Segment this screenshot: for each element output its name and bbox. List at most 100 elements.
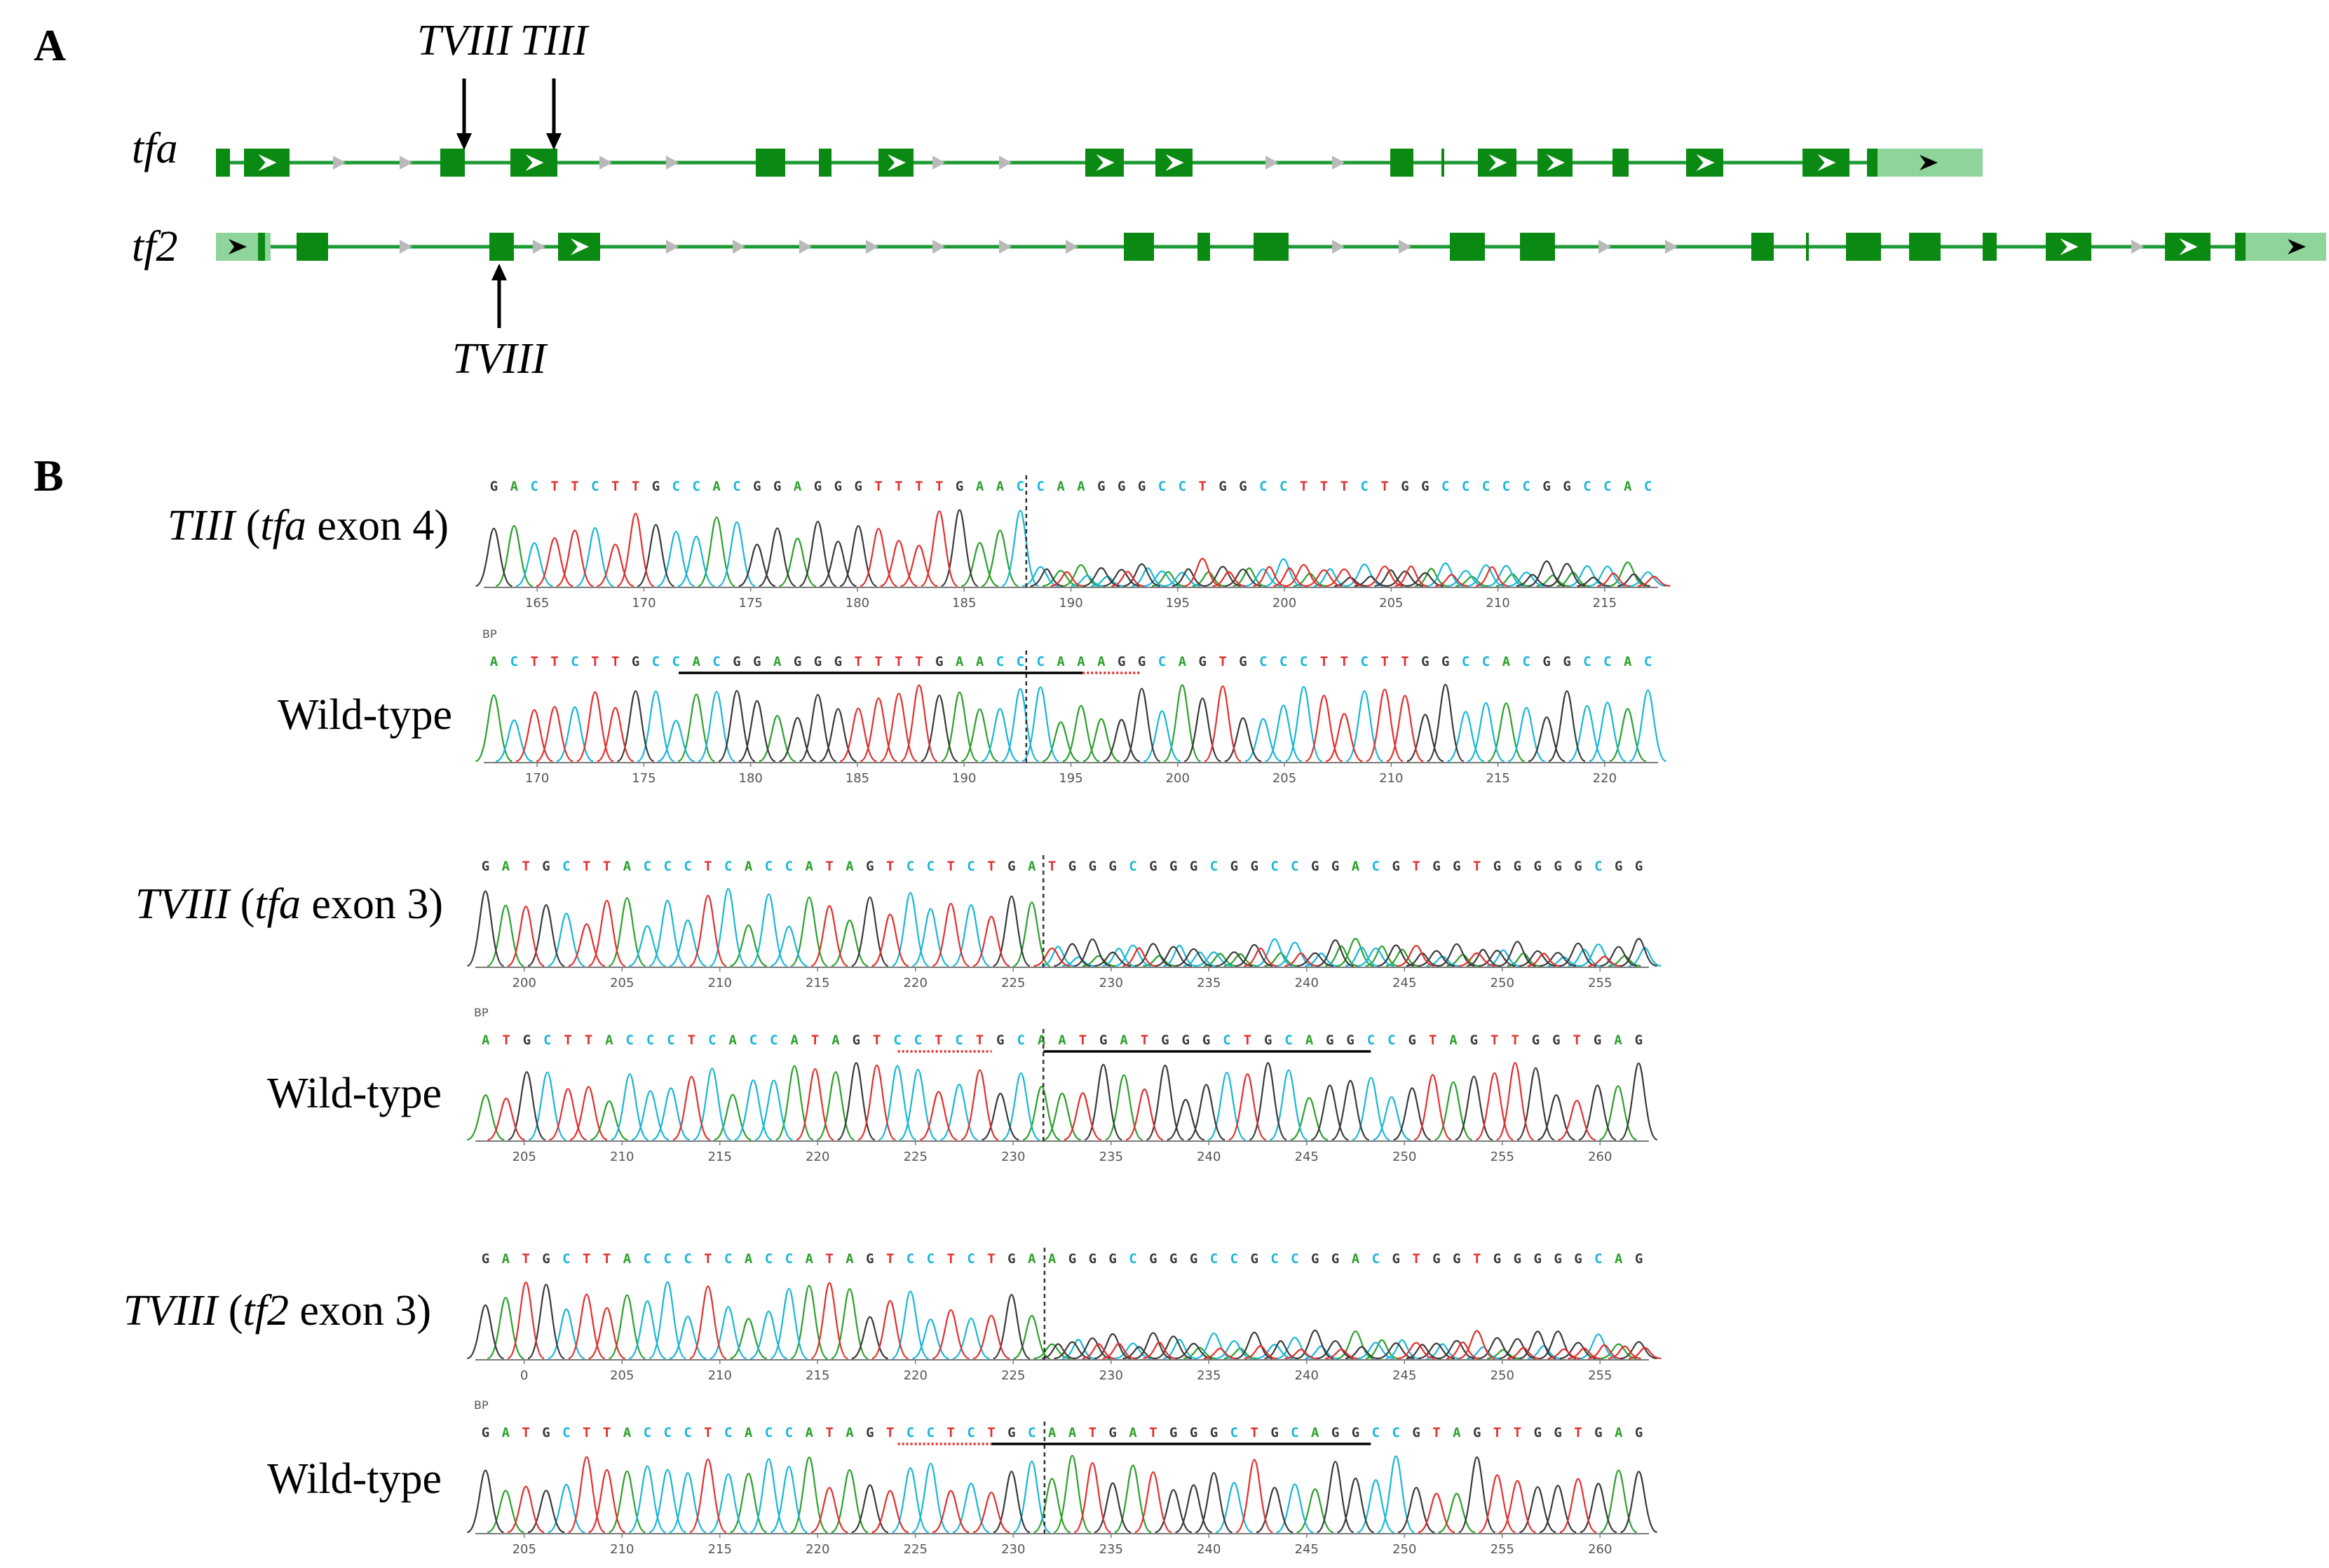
position-tick-label: 255 — [1491, 1542, 1514, 1557]
base-call: C — [955, 1032, 963, 1048]
exon-block — [1846, 233, 1881, 261]
base-call: G — [866, 859, 874, 874]
base-call: G — [1118, 654, 1125, 669]
base-call: C — [1158, 654, 1166, 669]
base-call: C — [927, 859, 935, 874]
position-tick-label: 260 — [1588, 1542, 1612, 1557]
position-tick-label: 190 — [952, 771, 976, 786]
base-call: A — [1615, 1251, 1623, 1267]
base-call: G — [1089, 859, 1096, 874]
position-tick-label: 245 — [1295, 1542, 1319, 1557]
exon-block — [1254, 233, 1289, 261]
base-call: G — [1331, 1251, 1339, 1267]
position-tick-label: 205 — [1379, 596, 1403, 611]
exon-block — [1197, 233, 1210, 261]
position-tick-label: 230 — [1099, 976, 1123, 990]
intron-arrow-icon — [666, 156, 679, 170]
base-call: G — [1169, 859, 1177, 874]
position-tick-label: 240 — [1295, 976, 1319, 990]
position-tick-label: 255 — [1491, 1150, 1514, 1164]
base-call: T — [603, 1251, 611, 1267]
base-call: G — [1408, 1032, 1416, 1048]
base-call: T — [1048, 859, 1056, 874]
position-tick-label: 225 — [1001, 976, 1025, 990]
base-call: G — [1108, 1251, 1116, 1267]
base-call: T — [1340, 654, 1348, 669]
position-tick-label: 240 — [1197, 1542, 1221, 1557]
gene-name: tfa — [132, 125, 177, 172]
base-call: G — [1198, 654, 1206, 669]
base-call: C — [1028, 1425, 1036, 1440]
marker-tiii-tfa: TIII — [520, 17, 590, 150]
base-call: T — [502, 1032, 510, 1048]
base-call: T — [1412, 1251, 1420, 1267]
base-call: T — [564, 1032, 571, 1048]
position-tick-label: 195 — [1059, 771, 1082, 786]
base-call: G — [1563, 654, 1570, 669]
base-call: C — [1223, 1032, 1230, 1048]
base-call: C — [967, 1425, 975, 1440]
marker-label: TVIII — [417, 17, 514, 64]
trace-G — [475, 509, 1650, 587]
base-call: T — [704, 859, 712, 874]
base-call: G — [1635, 1425, 1643, 1440]
exon-tick — [1806, 233, 1809, 261]
base-call: A — [976, 479, 984, 494]
trace-T — [487, 1062, 1596, 1141]
base-call: G — [1230, 859, 1238, 874]
base-call: C — [591, 479, 599, 494]
base-call: C — [1583, 479, 1591, 494]
base-call: G — [1594, 1032, 1601, 1048]
base-call: G — [1149, 1251, 1157, 1267]
base-call: A — [745, 1251, 753, 1267]
base-call: C — [1594, 1251, 1602, 1267]
trace-label-part: tfa — [260, 502, 306, 550]
base-call: G — [1473, 1425, 1481, 1440]
base-call: C — [693, 479, 700, 494]
base-call: G — [1532, 1032, 1540, 1048]
base-call: C — [1291, 859, 1298, 874]
trace-A — [475, 684, 1647, 763]
base-call: C — [663, 1251, 671, 1267]
position-tick-label: 250 — [1392, 1150, 1416, 1164]
base-call: G — [542, 1425, 550, 1440]
intron-arrow-icon — [1332, 156, 1345, 170]
base-call: G — [1108, 859, 1116, 874]
base-call: A — [996, 479, 1005, 494]
position-tick-label: 230 — [1001, 1150, 1025, 1164]
intron-arrow-icon — [1665, 240, 1678, 254]
base-call: G — [855, 479, 862, 494]
base-call: C — [1372, 859, 1380, 874]
base-call: G — [1169, 1425, 1177, 1440]
base-call: T — [1514, 1425, 1521, 1440]
base-call: C — [1644, 479, 1652, 494]
base-call: C — [1259, 654, 1267, 669]
exon-block — [440, 149, 465, 177]
base-call: G — [1239, 654, 1247, 669]
base-call: G — [1493, 1251, 1501, 1267]
base-call: T — [611, 654, 619, 669]
base-call: C — [1210, 859, 1218, 874]
trace-label: Wild-type — [278, 691, 452, 739]
base-call: G — [1190, 1251, 1197, 1267]
base-call: T — [855, 654, 862, 669]
marker-label: TVIII — [452, 335, 549, 383]
position-tick-label: 185 — [952, 596, 976, 611]
base-call: T — [603, 859, 611, 874]
base-call: A — [1048, 1251, 1057, 1267]
position-tick-label: 200 — [1166, 771, 1190, 786]
exon-block — [489, 233, 514, 261]
base-call: A — [1058, 1032, 1066, 1048]
base-call: C — [785, 859, 793, 874]
trace-label-part: TVIII — [123, 1287, 220, 1335]
exon-arrow-icon — [2179, 238, 2198, 255]
exon-block — [1909, 233, 1941, 261]
base-call: G — [1534, 1251, 1542, 1267]
base-call: T — [1198, 479, 1206, 494]
intron-arrow-icon — [733, 240, 745, 254]
base-call: C — [724, 1425, 732, 1440]
trace-A — [466, 1065, 1637, 1141]
